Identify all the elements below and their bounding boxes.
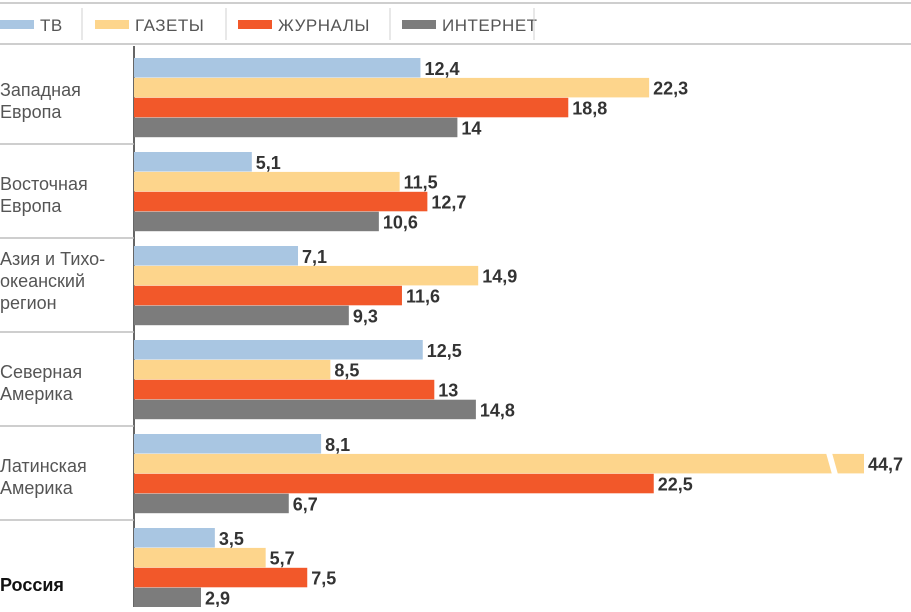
legend-label: ИНТЕРНЕТ	[442, 16, 538, 35]
legend-swatch	[238, 20, 272, 29]
data-label: 8,1	[325, 435, 350, 455]
data-label: 22,3	[653, 79, 688, 99]
bar	[134, 379, 435, 400]
legend: ТВ ГАЗЕТЫ ЖУРНАЛЫ ИНТЕРНЕТ	[0, 2, 911, 45]
category-group: Россия 3,5 5,7 7,5 2,9	[0, 519, 336, 608]
data-label: 7,5	[311, 569, 336, 589]
data-label: 18,8	[572, 99, 607, 119]
data-label: 2,9	[205, 588, 230, 607]
category-label: Латинская	[0, 456, 87, 476]
category-label: Западная	[0, 80, 81, 100]
category-label: Европа	[0, 102, 62, 122]
legend-label: ГАЗЕТЫ	[135, 16, 204, 35]
bar	[134, 265, 479, 286]
category-label: Америка	[0, 478, 74, 498]
category-label: регион	[0, 293, 57, 313]
category-label: Европа	[0, 196, 62, 216]
data-label: 13	[438, 381, 458, 401]
bar	[134, 97, 569, 118]
bar	[134, 547, 266, 568]
legend-swatch	[95, 20, 129, 29]
bar	[134, 58, 421, 78]
data-label: 14,9	[482, 267, 517, 287]
bar	[134, 191, 428, 212]
category-label: океанский	[0, 271, 85, 291]
data-label: 12,5	[427, 341, 462, 361]
bar	[134, 453, 864, 474]
data-label: 14	[461, 118, 481, 138]
data-label: 14,8	[480, 400, 515, 420]
data-label: 12,4	[424, 59, 459, 79]
bar	[134, 493, 289, 514]
data-label: 12,7	[431, 193, 466, 213]
bar	[134, 77, 650, 98]
category-label: Россия	[0, 575, 64, 595]
category-label: Северная	[0, 362, 82, 382]
bar	[134, 285, 402, 306]
bar	[134, 117, 458, 138]
bar	[134, 399, 476, 420]
axis-break-mark	[826, 452, 838, 475]
data-label: 10,6	[383, 212, 418, 232]
bar	[134, 528, 215, 548]
legend-swatch	[0, 20, 34, 29]
bar	[134, 567, 308, 588]
bar	[134, 473, 654, 494]
data-label: 6,7	[293, 494, 318, 514]
bar	[134, 587, 201, 608]
legend-swatch	[402, 20, 436, 29]
bar	[134, 246, 299, 266]
category-label: Азия и Тихо-	[0, 249, 105, 269]
data-label: 8,5	[334, 361, 359, 381]
bar	[134, 434, 322, 454]
data-label: 22,5	[658, 475, 693, 495]
legend-label: ТВ	[40, 16, 63, 35]
bar	[134, 152, 252, 172]
category-label: Америка	[0, 384, 74, 404]
bar	[134, 305, 349, 326]
bar	[134, 171, 400, 192]
bar	[134, 340, 423, 360]
data-label: 9,3	[353, 306, 378, 326]
data-label: 5,1	[256, 153, 281, 173]
data-label: 5,7	[270, 549, 295, 569]
bar	[134, 359, 331, 380]
category-label: Восточная	[0, 174, 88, 194]
data-label: 44,7	[868, 455, 903, 475]
data-label: 11,6	[406, 287, 440, 307]
data-label: 11,5	[404, 173, 438, 193]
bar	[134, 211, 379, 232]
legend-label: ЖУРНАЛЫ	[278, 16, 370, 35]
data-label: 3,5	[219, 529, 244, 549]
data-label: 7,1	[302, 247, 327, 267]
